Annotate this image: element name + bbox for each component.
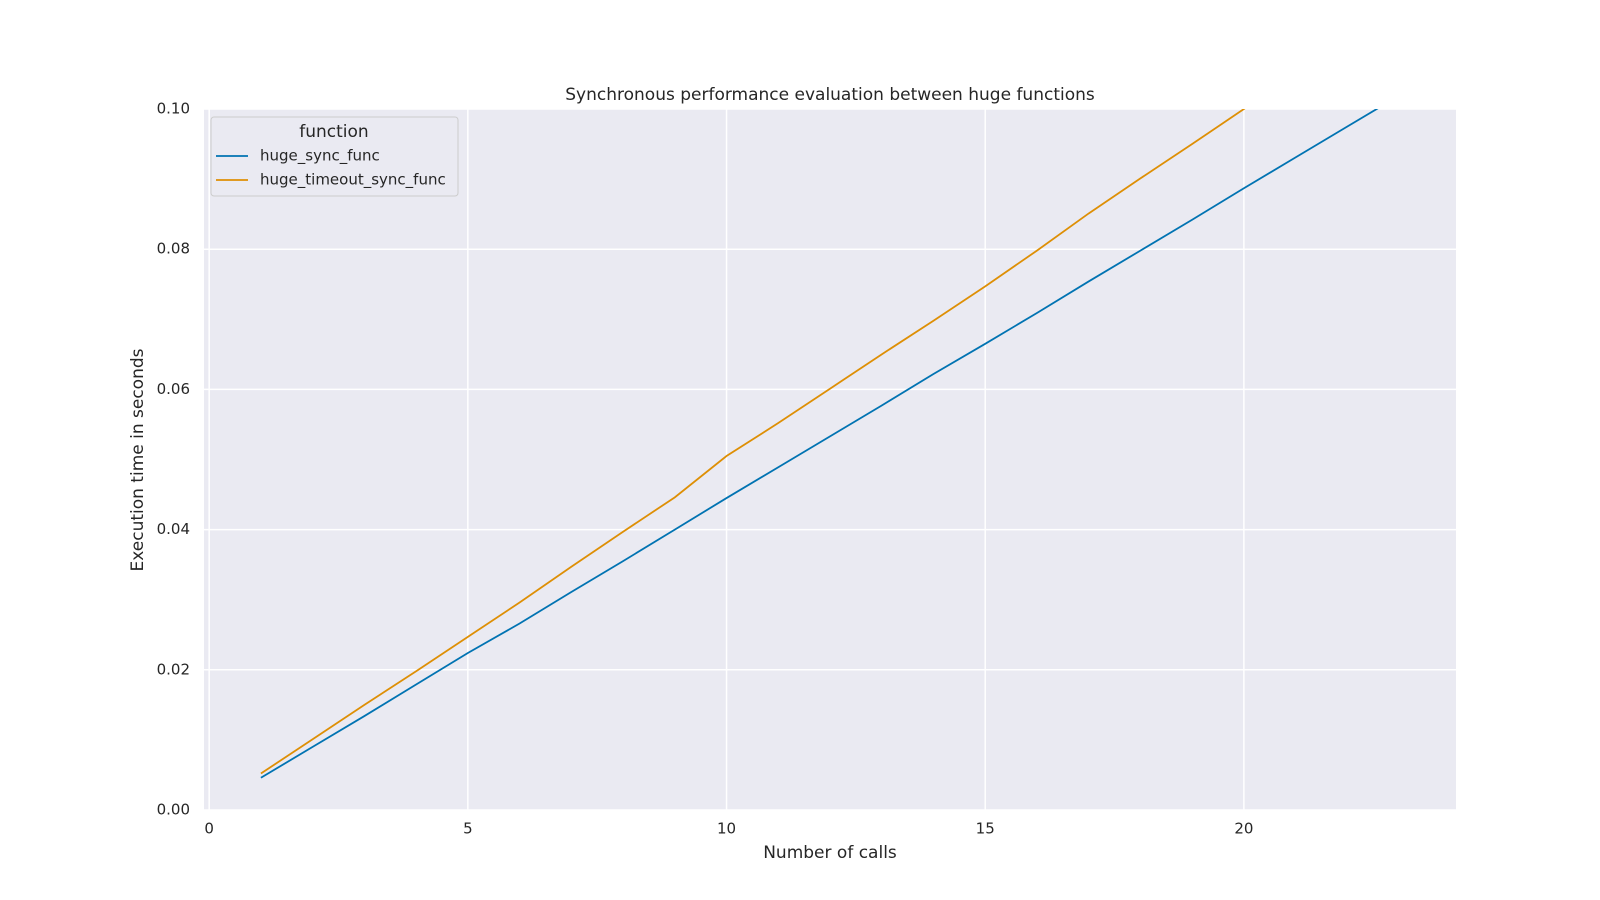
x-tick-label: 20: [1234, 820, 1253, 838]
legend: function huge_sync_func huge_timeout_sync…: [210, 116, 459, 197]
y-tick-label: 0.10: [157, 100, 190, 118]
y-tick-label: 0.08: [157, 240, 190, 258]
legend-label: huge_sync_func: [260, 147, 380, 166]
lines: [260, 109, 1379, 779]
x-tick-label: 0: [204, 820, 214, 838]
series-line: [260, 109, 1379, 779]
y-tick-label: 0.06: [157, 380, 190, 398]
grid: [204, 108, 1456, 811]
x-axis-label: Number of calls: [763, 843, 897, 863]
series-line: [260, 109, 1246, 775]
chart-title: Synchronous performance evaluation betwe…: [565, 85, 1095, 105]
x-tick-label: 10: [717, 820, 736, 838]
x-tick-label: 15: [976, 820, 995, 838]
legend-title: function: [299, 122, 368, 142]
x-tick-label: 5: [463, 820, 473, 838]
legend-box: [210, 116, 459, 197]
legend-label: huge_timeout_sync_func: [260, 171, 446, 190]
y-tick-label: 0.00: [157, 801, 190, 819]
y-tick-label: 0.04: [157, 520, 190, 538]
y-tick-label: 0.02: [157, 660, 190, 678]
y-axis-label: Execution time in seconds: [128, 348, 148, 571]
plot-area: [204, 109, 1456, 810]
